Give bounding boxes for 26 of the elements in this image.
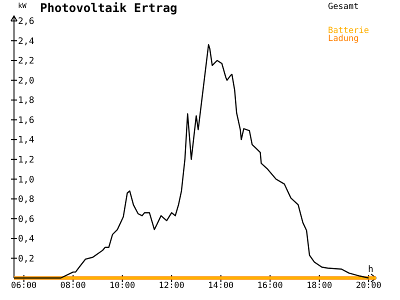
y-tick-label: 0,8 [18,195,34,206]
y-tick-label: 0,2 [18,254,34,264]
x-tick-label: 16:00 [257,281,283,291]
chart-title: Photovoltaik Ertrag [40,1,178,15]
x-tick-label: 18:00 [306,281,332,291]
x-tick-label: 06:00 [11,281,37,291]
text: Gesamt [328,2,359,12]
y-tick-label: 2,6 [18,17,34,28]
y-tick-label: 1,8 [18,96,34,106]
y-tick-label: 1,0 [18,175,34,186]
y-tick-label: 2,4 [18,36,34,47]
y-tick-label: 0,6 [18,214,34,225]
text: Ladung [328,34,359,44]
y-tick-label: 1,4 [18,136,34,146]
text: Batterie [328,26,369,36]
y-tick-label: 1,2 [18,156,34,166]
x-tick-label: 10:00 [110,281,136,291]
x-tick-label: 08:00 [60,281,86,291]
x-tick-label: 20:00 [356,281,382,291]
x-tick-label: 14:00 [208,281,234,291]
y-tick-label: 2,2 [18,56,34,67]
y-tick-label: 2,0 [18,76,34,86]
x-axis-title: h [368,265,374,275]
x-tick-label: 12:00 [158,281,184,291]
y-tick-label: 1,6 [18,116,34,126]
y-tick-label: 0,4 [18,234,34,245]
